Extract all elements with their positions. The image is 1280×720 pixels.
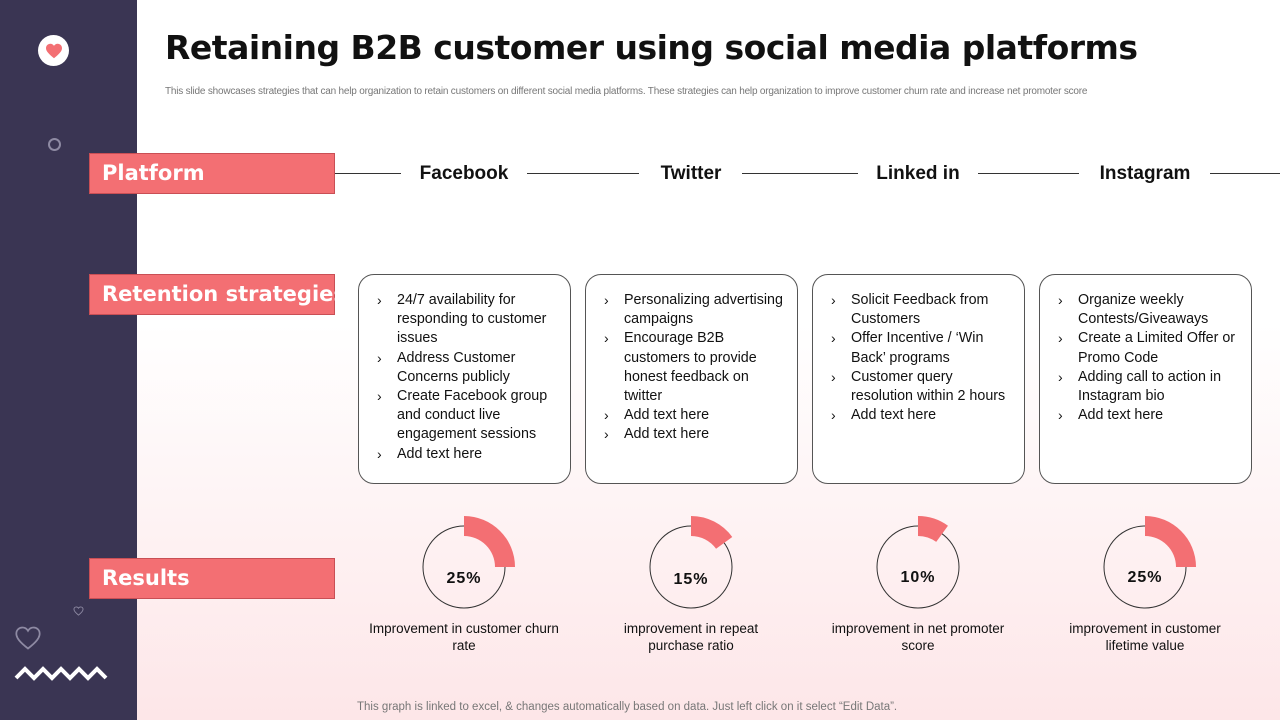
strategy-item: › Organize weekly Contests/Giveaways xyxy=(1058,292,1209,328)
chevron-right-icon: › xyxy=(377,349,382,366)
strategy-item: › Add text here xyxy=(377,445,560,464)
strategy-item: › Personalizing advertising campaigns xyxy=(604,292,783,328)
result-caption-instagram: improvement in customer lifetime value xyxy=(1069,621,1221,653)
chevron-right-icon: › xyxy=(1058,292,1063,308)
row-label-retention: Retention strategies xyxy=(89,274,346,315)
platform-name-linkedin: Linked in xyxy=(876,163,960,184)
strategy-card-facebook: › 24/7 availability for responding to cus… xyxy=(358,274,571,484)
strategy-item: › Solicit Feedback from Customers xyxy=(831,292,989,328)
chevron-right-icon: › xyxy=(604,330,609,347)
result-donut-instagram xyxy=(1103,516,1196,609)
result-value-twitter: 15% xyxy=(673,571,709,588)
result-caption-facebook: Improvement in customer churn rate xyxy=(369,621,559,653)
platform-name-instagram: Instagram xyxy=(1099,163,1191,184)
chevron-right-icon: › xyxy=(831,368,836,385)
ring-decoration-icon xyxy=(48,138,61,151)
connector-line xyxy=(335,173,401,174)
result-caption-twitter: improvement in repeat purchase ratio xyxy=(623,621,759,653)
strategy-item: › Offer Incentive / ‘Win Back’ programs xyxy=(831,330,984,366)
connector-line xyxy=(527,173,639,174)
strategy-item: › Add text here xyxy=(831,406,1014,425)
small-heart-icon xyxy=(73,606,84,616)
strategy-card-twitter: › Personalizing advertising campaigns › En… xyxy=(585,274,798,484)
result-wedge xyxy=(691,516,733,549)
chevron-right-icon: › xyxy=(604,426,609,443)
page-title: Retaining B2B customer using social medi… xyxy=(165,28,1138,67)
chevron-right-icon: › xyxy=(1058,330,1063,347)
chevron-right-icon: › xyxy=(1058,368,1063,385)
strategy-card-instagram: › Organize weekly Contests/Giveaways › Cre… xyxy=(1039,274,1252,484)
connector-line xyxy=(742,173,858,174)
connector-line xyxy=(1210,173,1280,174)
strategy-item: › Add text here xyxy=(1058,406,1241,425)
result-donut-linkedin xyxy=(876,516,960,609)
strategy-item: › Address Customer Concerns publicly xyxy=(377,349,516,385)
result-wedge xyxy=(1145,516,1196,567)
heart-icon xyxy=(45,43,62,58)
result-caption-linkedin: improvement in net promoter score xyxy=(831,621,1005,653)
strategy-item: › Adding call to action in Instagram bio xyxy=(1058,368,1222,405)
chevron-right-icon: › xyxy=(831,330,836,347)
strategy-item: › Create a Limited Offer or Promo Code xyxy=(1058,330,1236,366)
result-ring xyxy=(876,525,960,609)
strategy-item: › Encourage B2B customers to provide hone… xyxy=(604,330,757,405)
zigzag-decoration-icon xyxy=(14,666,108,681)
result-value-linkedin: 10% xyxy=(900,569,936,586)
chevron-right-icon: › xyxy=(377,445,382,462)
chevron-right-icon: › xyxy=(377,388,382,405)
result-donut-facebook xyxy=(422,516,515,609)
strategy-item: › 24/7 availability for responding to cus… xyxy=(377,292,547,347)
outline-heart-icon xyxy=(15,626,41,650)
connector-line xyxy=(978,173,1079,174)
row-label-results: Results xyxy=(89,558,335,599)
chevron-right-icon: › xyxy=(604,292,609,308)
strategy-item: › Add text here xyxy=(604,406,787,425)
sidebar xyxy=(0,0,137,720)
result-donut-twitter xyxy=(649,516,733,609)
footer-note: This graph is linked to excel, & changes… xyxy=(357,701,898,713)
chevron-right-icon: › xyxy=(604,407,609,424)
heart-badge xyxy=(38,35,69,66)
strategy-item: › Add text here xyxy=(604,425,787,444)
platform-name-facebook: Facebook xyxy=(419,163,509,184)
strategy-card-linkedin: › Solicit Feedback from Customers › Offer … xyxy=(812,274,1025,484)
result-value-facebook: 25% xyxy=(446,570,482,587)
strategy-item: › Create Facebook group and conduct live … xyxy=(377,388,548,443)
row-label-platform: Platform xyxy=(89,153,335,194)
chevron-right-icon: › xyxy=(831,407,836,424)
strategy-item: › Customer query resolution within 2 hour… xyxy=(831,368,1006,405)
result-wedge xyxy=(918,516,948,542)
chevron-right-icon: › xyxy=(831,292,836,308)
page-subtitle: This slide showcases strategies that can… xyxy=(165,86,1088,97)
platform-name-twitter: Twitter xyxy=(660,163,722,184)
result-wedge xyxy=(464,516,515,567)
chevron-right-icon: › xyxy=(1058,407,1063,424)
result-value-instagram: 25% xyxy=(1127,569,1163,586)
chevron-right-icon: › xyxy=(377,292,382,308)
